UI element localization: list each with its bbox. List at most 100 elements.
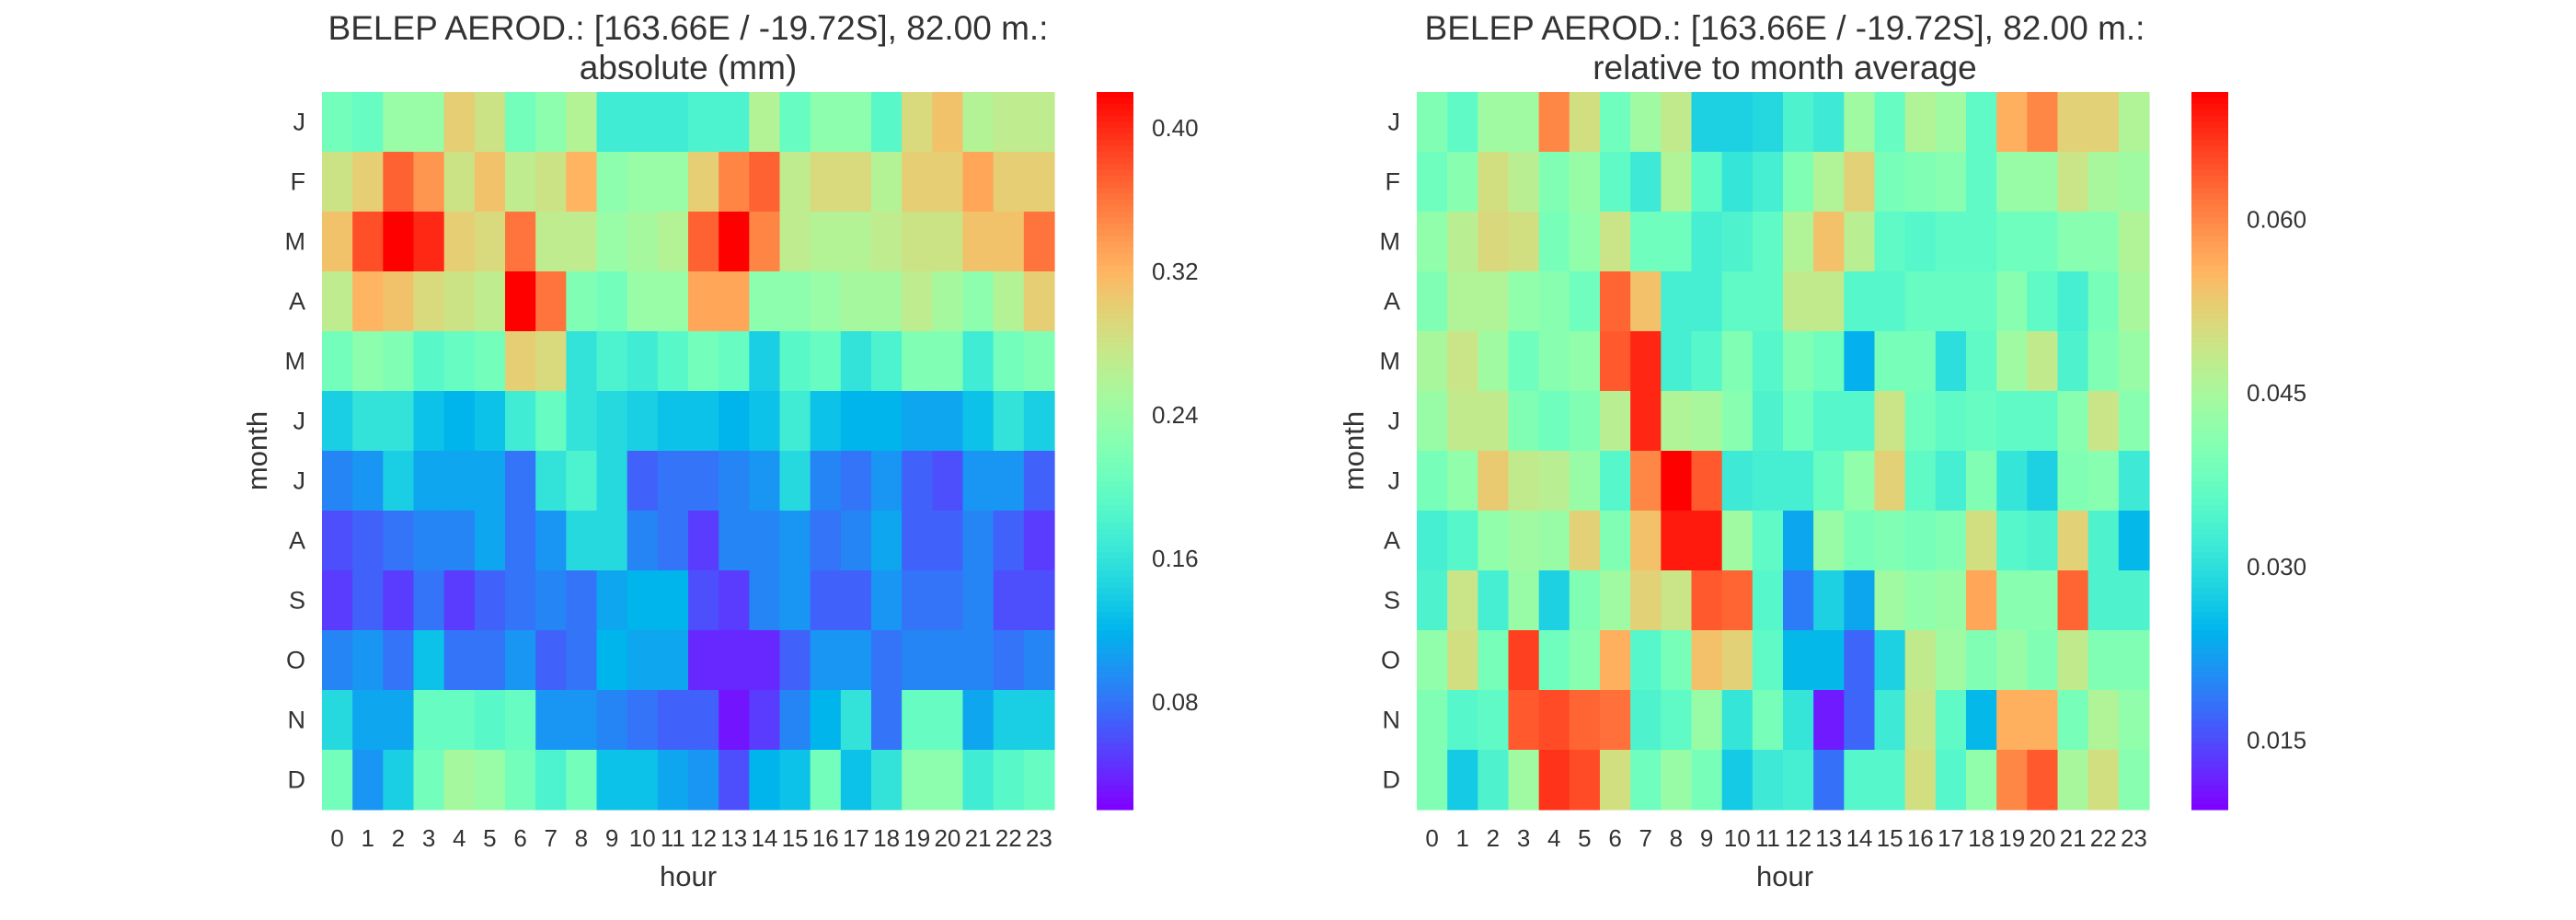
heatmap-cell	[2027, 331, 2059, 392]
heatmap-cell	[749, 212, 781, 272]
heatmap-cell	[474, 391, 506, 452]
colorbar-strip	[2191, 570, 2228, 578]
x-tick-label: 7	[545, 824, 558, 852]
heatmap-cell	[2057, 271, 2089, 332]
y-tick-label: M	[1380, 228, 1401, 256]
heatmap-cell	[383, 212, 415, 272]
y-tick-label: O	[286, 647, 305, 674]
x-tick-label: 21	[965, 824, 992, 852]
heatmap-cell	[962, 271, 995, 332]
heatmap-cell	[1935, 690, 1967, 751]
heatmap-cell	[1661, 630, 1693, 691]
heatmap-cell	[596, 92, 628, 153]
colorbar-strip	[2191, 755, 2228, 763]
heatmap-cell	[505, 690, 536, 751]
colorbar-strip	[1097, 236, 1133, 243]
heatmap-cell	[1844, 271, 1876, 332]
chart-title-line2: absolute (mm)	[580, 49, 797, 86]
colorbar-strip	[1097, 582, 1133, 590]
colorbar-strip	[1097, 624, 1133, 631]
colorbar-strip	[1097, 511, 1133, 518]
heatmap-cell	[383, 331, 415, 392]
colorbar-strip	[1097, 121, 1133, 129]
heatmap-cell	[1935, 331, 1967, 392]
heatmap-cell	[566, 152, 598, 213]
heatmap-cell	[596, 271, 628, 332]
heatmap-cell	[596, 331, 628, 392]
heatmap-cell	[749, 630, 781, 691]
heatmap-cell	[596, 152, 628, 213]
heatmap-cell	[779, 750, 811, 811]
heatmap-cell	[1417, 331, 1448, 392]
colorbar-strip	[2191, 504, 2228, 512]
heatmap-cell	[688, 690, 719, 751]
heatmap-cell	[2027, 511, 2059, 571]
heatmap-cell	[1447, 690, 1478, 751]
colorbar-strip	[2191, 624, 2228, 631]
colorbar-strip	[2191, 594, 2228, 602]
colorbar-strip	[2191, 241, 2228, 248]
colorbar-strip	[2191, 588, 2228, 595]
heatmap-cell	[566, 212, 598, 272]
colorbar-strip	[1097, 104, 1133, 111]
colorbar-strip	[1097, 528, 1133, 535]
heatmap-cell	[566, 690, 598, 751]
heatmap-cell	[902, 690, 933, 751]
heatmap-cell	[2118, 451, 2150, 512]
heatmap-cell	[840, 391, 872, 452]
heatmap-cell	[1783, 271, 1814, 332]
colorbar-strip	[1097, 247, 1133, 255]
heatmap-cell	[474, 152, 506, 213]
colorbar-strip	[1097, 128, 1133, 135]
heatmap-cell	[719, 271, 750, 332]
chart-title-line2: relative to month average	[1593, 49, 1977, 86]
heatmap-cell	[1023, 570, 1055, 631]
heatmap-cell	[322, 690, 353, 751]
colorbar-strip	[2191, 420, 2228, 428]
heatmap-cell	[1996, 570, 2028, 631]
colorbar-strip	[2191, 463, 2228, 470]
colorbar-strip	[2191, 528, 2228, 535]
colorbar-strip	[2191, 779, 2228, 787]
heatmap-cell	[871, 391, 903, 452]
heatmap-cell	[1691, 391, 1723, 452]
heatmap-cell	[688, 391, 719, 452]
heatmap-cell	[962, 92, 995, 153]
heatmap-cell	[1783, 511, 1814, 571]
heatmap-cell	[2087, 750, 2120, 811]
heatmap-cell	[596, 511, 628, 571]
heatmap-cell	[657, 511, 689, 571]
heatmap-cell	[1447, 750, 1478, 811]
y-tick-label: J	[1388, 467, 1401, 495]
y-axis-label: month	[241, 411, 273, 490]
heatmap-cell	[1752, 570, 1784, 631]
heatmap-cell	[352, 212, 384, 272]
heatmap-cell	[505, 511, 536, 571]
heatmap-cell	[2118, 630, 2150, 691]
heatmap-cell	[1783, 570, 1814, 631]
heatmap-cell	[932, 570, 964, 631]
colorbar-strip	[2191, 564, 2228, 571]
colorbar-strip	[1097, 612, 1133, 619]
heatmap-cell	[1904, 630, 1937, 691]
heatmap-cell	[1630, 750, 1662, 811]
colorbar-tick-label: 0.08	[1152, 688, 1199, 716]
colorbar-strip	[2191, 606, 2228, 614]
colorbar-strip	[2191, 331, 2228, 339]
heatmap-cell	[1752, 511, 1784, 571]
x-tick-label: 12	[1785, 824, 1811, 852]
heatmap-cell	[902, 212, 933, 272]
heatmap-cell	[1538, 271, 1570, 332]
heatmap-cell	[749, 391, 781, 452]
heatmap-cell	[443, 750, 476, 811]
x-tick-label: 10	[629, 824, 656, 852]
heatmap-cell	[1752, 630, 1784, 691]
heatmap-cell	[1630, 630, 1662, 691]
colorbar-strip	[2191, 140, 2228, 147]
heatmap-cell	[1538, 331, 1570, 392]
heatmap-cell	[352, 152, 384, 213]
heatmap-cell	[1996, 690, 2028, 751]
heatmap-cell	[1630, 271, 1662, 332]
heatmap-cell	[1023, 331, 1055, 392]
colorbar-strip	[2191, 212, 2228, 219]
